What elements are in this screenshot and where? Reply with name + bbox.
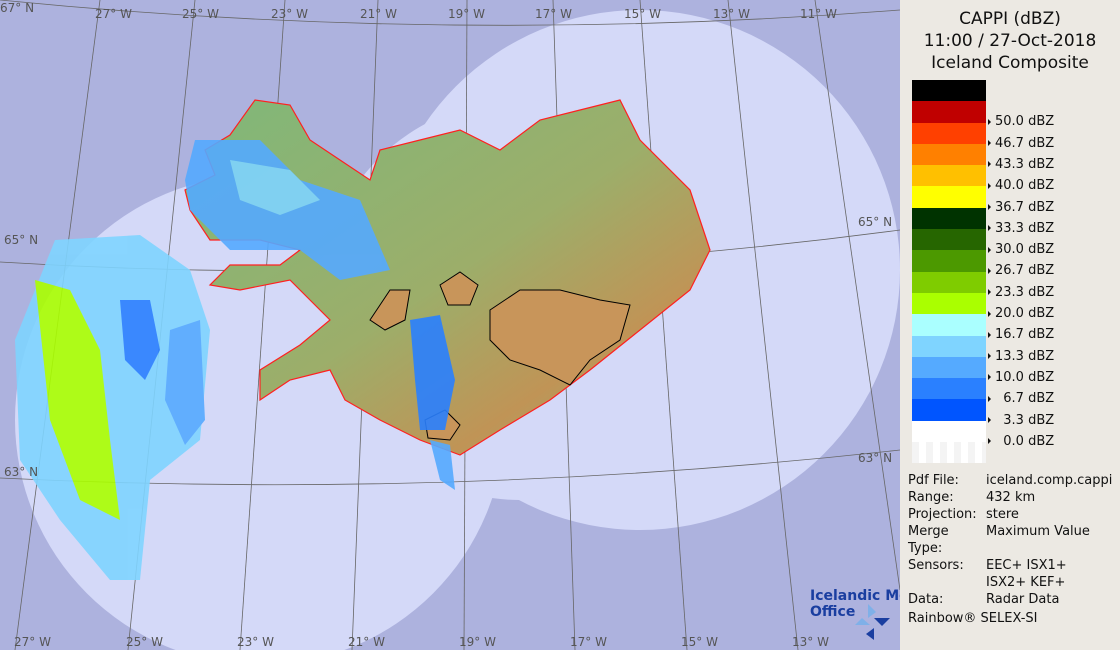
scale-swatch bbox=[912, 101, 986, 123]
coordinate-label: 21° W bbox=[348, 635, 385, 649]
info-key bbox=[908, 574, 986, 591]
coordinate-label: 65° N bbox=[858, 215, 892, 229]
info-row: ISX2+ KEF+ bbox=[908, 574, 1112, 591]
coordinate-label: 23° W bbox=[271, 7, 308, 21]
coordinate-label: 17° W bbox=[570, 635, 607, 649]
info-value: Maximum Value bbox=[986, 524, 1090, 539]
no-data-swatch bbox=[912, 442, 986, 464]
scale-label: 10.0 dBZ bbox=[988, 370, 1054, 385]
coordinate-label: 21° W bbox=[360, 7, 397, 21]
scale-swatch bbox=[912, 335, 986, 357]
imo-logo: Icelandic Met Office bbox=[810, 588, 900, 640]
info-key: Data: bbox=[908, 592, 944, 607]
scale-swatch bbox=[912, 229, 986, 251]
legend-title: CAPPI (dBZ) 11:00 / 27-Oct-2018 Iceland … bbox=[900, 8, 1120, 74]
scale-swatch bbox=[912, 80, 986, 102]
scale-label: 3.3 dBZ bbox=[988, 413, 1054, 428]
software-credit: Rainbow® SELEX-SI bbox=[908, 611, 1038, 626]
coordinate-label: 19° W bbox=[448, 7, 485, 21]
info-value: stere bbox=[986, 507, 1019, 522]
scale-label: 23.3 dBZ bbox=[988, 285, 1054, 300]
info-row: Projection: stere bbox=[908, 506, 1112, 523]
color-scale bbox=[912, 80, 986, 464]
info-key: Merge Type: bbox=[908, 524, 949, 556]
info-value: EEC+ ISX1+ bbox=[986, 558, 1067, 573]
scale-swatch bbox=[912, 271, 986, 293]
coordinate-label: 11:00 / 27-Oct-2018 bbox=[923, 31, 1097, 51]
legend-panel: CAPPI (dBZ) 11:00 / 27-Oct-2018 Iceland … bbox=[900, 0, 1120, 650]
info-value: ISX2+ KEF+ bbox=[986, 575, 1066, 590]
coordinate-label: 63° N bbox=[4, 465, 38, 479]
scale-label: 6.7 dBZ bbox=[988, 391, 1054, 406]
coordinate-label: 63° N bbox=[858, 451, 892, 465]
info-key: Pdf File: bbox=[908, 473, 959, 488]
info-key: Projection: bbox=[908, 507, 977, 522]
scale-label: 50.0 dBZ bbox=[988, 114, 1054, 129]
scale-swatch bbox=[912, 207, 986, 230]
scale-label: 13.3 dBZ bbox=[988, 349, 1054, 364]
coordinate-label: 15° W bbox=[681, 635, 718, 649]
scale-swatch bbox=[912, 314, 986, 336]
coordinate-label: 65° N bbox=[4, 233, 38, 247]
precipitation-echoes bbox=[15, 140, 455, 580]
coordinate-label: 11° W bbox=[800, 7, 837, 21]
coordinate-label: 15° W bbox=[624, 7, 661, 21]
info-key: Range: bbox=[908, 490, 954, 505]
coordinate-label: 17° W bbox=[535, 7, 572, 21]
scale-label: 0.0 dBZ bbox=[988, 434, 1054, 449]
scale-swatch bbox=[912, 356, 986, 379]
info-value: Radar Data bbox=[986, 592, 1060, 607]
scale-swatch bbox=[912, 420, 986, 443]
scale-swatch bbox=[912, 122, 986, 144]
coordinate-label: Iceland Composite bbox=[931, 53, 1089, 73]
coordinate-label: 13° W bbox=[792, 635, 829, 649]
coordinate-label: 13° W bbox=[713, 7, 750, 21]
scale-label: 33.3 dBZ bbox=[988, 221, 1054, 236]
scale-swatch bbox=[912, 250, 986, 272]
coordinate-labels: 67° N 65° N 65° N 63° N 63° N 27° W 25° … bbox=[0, 1, 892, 649]
scale-swatch bbox=[912, 186, 986, 208]
radar-map: 67° N 65° N 65° N 63° N 63° N 27° W 25° … bbox=[0, 0, 900, 650]
scale-swatch bbox=[912, 378, 986, 400]
info-value: iceland.comp.cappi bbox=[986, 473, 1113, 488]
info-row: Range: 432 km bbox=[908, 489, 1112, 506]
coordinate-label: 27° W bbox=[14, 635, 51, 649]
scale-label: 46.7 dBZ bbox=[988, 136, 1054, 151]
scale-label: 16.7 dBZ bbox=[988, 327, 1054, 342]
info-row: Sensors: EEC+ ISX1+ bbox=[908, 557, 1112, 574]
scale-label: 26.7 dBZ bbox=[988, 263, 1054, 278]
scale-swatch bbox=[912, 143, 986, 166]
scale-swatch bbox=[912, 165, 986, 187]
scale-swatch bbox=[912, 399, 986, 421]
coordinate-label: CAPPI (dBZ) bbox=[959, 9, 1061, 29]
coordinate-label: 25° W bbox=[182, 7, 219, 21]
scale-label: 36.7 dBZ bbox=[988, 200, 1054, 215]
info-row: Data: Radar Data bbox=[908, 591, 1112, 608]
scale-label: 40.0 dBZ bbox=[988, 178, 1054, 193]
coordinate-label: Office bbox=[810, 604, 855, 620]
coordinate-label: 67° N bbox=[0, 1, 34, 15]
info-key: Sensors: bbox=[908, 558, 964, 573]
coordinate-label: Icelandic Met bbox=[810, 588, 900, 604]
scale-swatch bbox=[912, 292, 986, 315]
info-row: Merge Type: Maximum Value bbox=[908, 523, 1112, 557]
coordinate-label: 25° W bbox=[126, 635, 163, 649]
info-row: Pdf File: iceland.comp.cappi bbox=[908, 472, 1112, 489]
scale-label: 30.0 dBZ bbox=[988, 242, 1054, 257]
coordinate-label: 19° W bbox=[459, 635, 496, 649]
info-value: 432 km bbox=[986, 490, 1036, 505]
coordinate-label: 27° W bbox=[95, 7, 132, 21]
scale-label: 43.3 dBZ bbox=[988, 157, 1054, 172]
scale-label: 20.0 dBZ bbox=[988, 306, 1054, 321]
coordinate-label: 23° W bbox=[237, 635, 274, 649]
product-info: Pdf File: iceland.comp.cappi Range: 432 km P… bbox=[908, 472, 1112, 627]
